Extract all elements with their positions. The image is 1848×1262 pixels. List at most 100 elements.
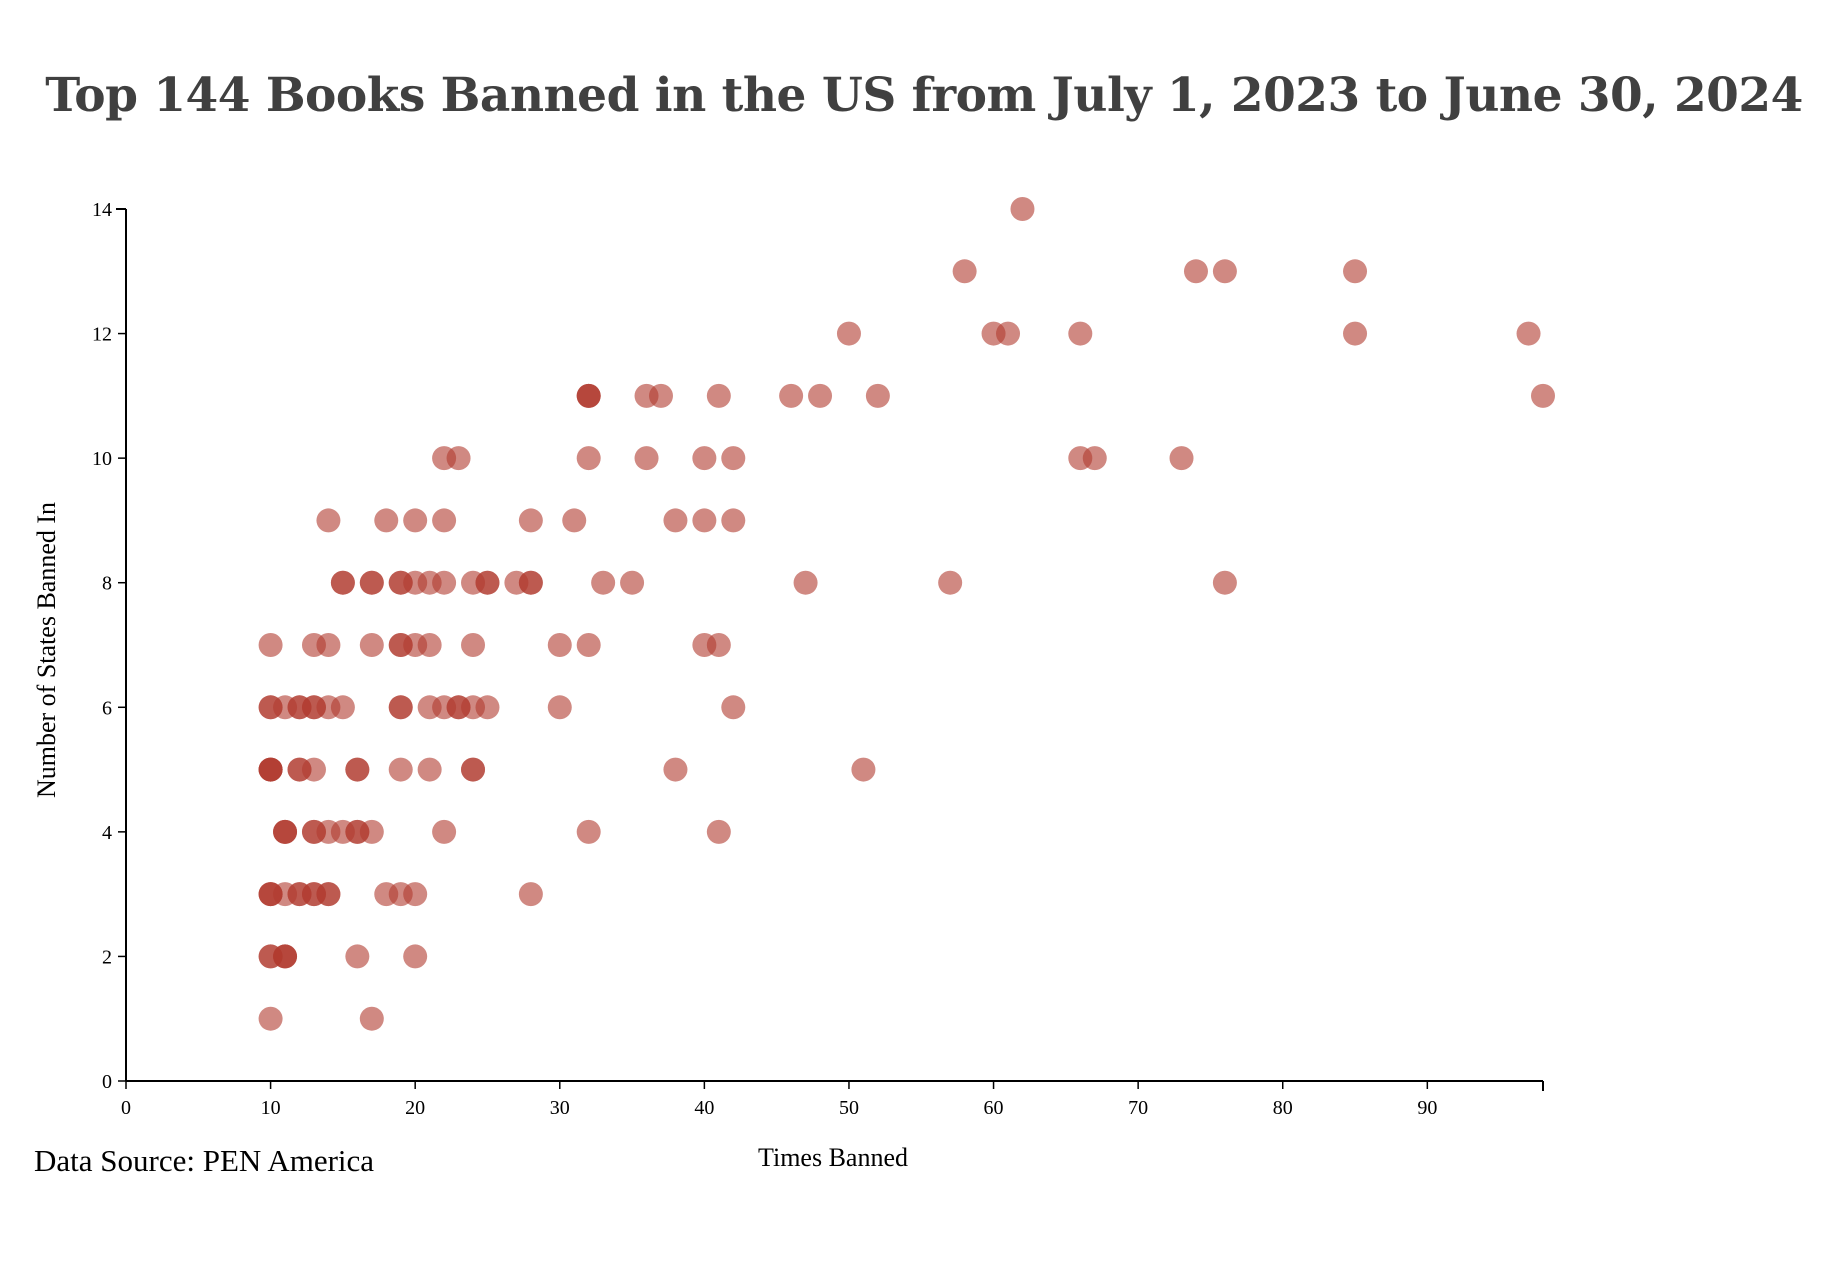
y-tick-label: 8 — [102, 573, 112, 595]
data-point — [417, 695, 442, 720]
data-point — [779, 383, 804, 408]
data-point — [403, 944, 428, 969]
x-tick-label: 0 — [121, 1097, 131, 1119]
x-tick-label: 20 — [405, 1097, 425, 1119]
data-point — [692, 633, 717, 657]
y-tick-label: 14 — [92, 199, 112, 221]
data-point — [1516, 321, 1541, 346]
data-point — [576, 446, 601, 471]
y-tick-label: 0 — [102, 1071, 112, 1093]
data-point — [836, 321, 861, 346]
data-point — [952, 259, 977, 284]
data-point — [1068, 446, 1093, 471]
y-tick-label: 2 — [102, 946, 112, 968]
data-point — [1531, 383, 1555, 408]
data-point — [432, 508, 457, 533]
data-point — [721, 446, 746, 471]
x-tick-label: 50 — [839, 1097, 859, 1119]
data-point — [808, 383, 833, 408]
data-point — [258, 633, 283, 657]
data-point — [620, 570, 645, 595]
data-point — [258, 757, 283, 782]
data-point — [576, 383, 601, 408]
y-tick-label: 6 — [102, 697, 112, 719]
data-point — [301, 633, 326, 657]
data-point — [1010, 197, 1035, 221]
data-point — [793, 570, 818, 595]
data-point — [634, 383, 659, 408]
y-tick-label: 4 — [102, 822, 112, 844]
data-point — [591, 570, 616, 595]
data-point — [721, 695, 746, 720]
data-point — [345, 757, 370, 782]
y-axis-title: Number of States Banned In — [32, 502, 61, 798]
data-point — [576, 819, 601, 844]
data-point — [663, 757, 688, 782]
data-point — [1343, 321, 1368, 346]
data-point — [634, 446, 659, 471]
data-point — [301, 819, 326, 844]
data-point — [547, 695, 572, 720]
x-tick-label: 70 — [1128, 1097, 1148, 1119]
data-point — [692, 508, 717, 533]
data-point — [1068, 321, 1093, 346]
data-point — [258, 882, 283, 907]
data-point — [461, 570, 486, 595]
data-point — [258, 1006, 283, 1031]
data-point — [562, 508, 587, 533]
data-point — [547, 633, 572, 657]
data-point — [345, 944, 370, 969]
data-point — [721, 508, 746, 533]
data-point — [388, 570, 413, 595]
data-point — [258, 695, 283, 720]
data-point — [359, 633, 384, 657]
data-point — [504, 570, 529, 595]
data-point — [1212, 259, 1237, 284]
data-point — [518, 508, 543, 533]
data-point — [388, 757, 413, 782]
data-point — [981, 321, 1006, 346]
data-point — [374, 882, 399, 907]
data-point — [388, 695, 413, 720]
data-point — [388, 633, 413, 657]
data-point — [359, 570, 384, 595]
data-point — [1183, 259, 1208, 284]
data-point — [316, 508, 341, 533]
data-point — [706, 383, 731, 408]
data-point — [417, 757, 442, 782]
data-point — [287, 757, 312, 782]
data-point — [359, 1006, 384, 1031]
x-tick-label: 30 — [550, 1097, 570, 1119]
y-tick-label: 12 — [92, 324, 112, 346]
x-tick-label: 80 — [1273, 1097, 1293, 1119]
x-tick-label: 90 — [1417, 1097, 1437, 1119]
data-point — [330, 570, 355, 595]
data-point — [432, 819, 457, 844]
data-source-note: Data Source: PEN America — [34, 1143, 375, 1178]
chart-title: Top 144 Books Banned in the US from July… — [45, 68, 1803, 123]
x-tick-label: 40 — [694, 1097, 714, 1119]
data-point — [663, 508, 688, 533]
x-tick-label: 10 — [261, 1097, 281, 1119]
data-point — [938, 570, 963, 595]
data-point — [865, 383, 890, 408]
data-points — [258, 197, 1555, 1031]
axes: 0 10 20 30 40 50 60 70 80 90 0 2 4 6 8 10 12 14 — [92, 199, 1544, 1119]
data-point — [374, 508, 399, 533]
data-point — [403, 508, 428, 533]
data-point — [1212, 570, 1237, 595]
data-point — [461, 757, 486, 782]
data-point — [692, 446, 717, 471]
data-point — [273, 819, 298, 844]
data-point — [461, 633, 486, 657]
data-point — [1343, 259, 1368, 284]
x-tick-label: 60 — [984, 1097, 1004, 1119]
data-point — [258, 944, 283, 969]
data-point — [1169, 446, 1194, 471]
y-tick-label: 10 — [92, 448, 112, 470]
data-point — [706, 819, 731, 844]
data-point — [576, 633, 601, 657]
data-point — [851, 757, 876, 782]
x-axis-title: Times Banned — [758, 1143, 908, 1172]
